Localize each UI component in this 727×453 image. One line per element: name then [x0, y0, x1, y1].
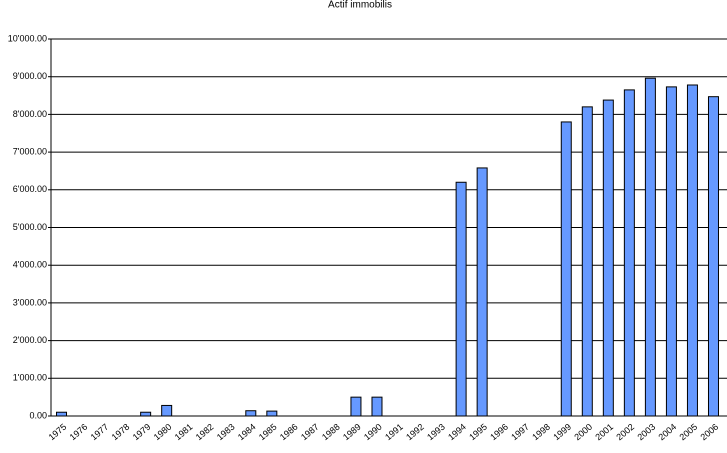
x-tick-label: 1991 — [383, 422, 405, 443]
x-tick-label: 1976 — [68, 422, 90, 443]
x-tick-label: 2006 — [699, 422, 721, 443]
y-tick-label: 5'000.00 — [13, 222, 47, 232]
x-tick-label: 2001 — [593, 422, 615, 443]
y-tick-label: 4'000.00 — [13, 260, 47, 270]
x-tick-label: 1992 — [404, 422, 426, 443]
bar — [455, 181, 467, 417]
x-tick-label: 1999 — [551, 422, 573, 443]
bar — [161, 404, 173, 417]
bar — [56, 411, 68, 417]
x-tick-label: 2002 — [614, 422, 636, 443]
x-tick-label: 1982 — [194, 422, 216, 443]
x-tick-label: 1987 — [299, 422, 321, 443]
x-tick-label: 1983 — [215, 422, 237, 443]
bar — [266, 410, 278, 417]
y-tick-label: 10'000.00 — [8, 33, 47, 43]
x-tick-label: 1990 — [362, 422, 384, 443]
x-tick-label: 1977 — [89, 422, 111, 443]
x-tick-label: 1979 — [131, 422, 153, 443]
chart-title: Actif immobilis — [328, 0, 392, 11]
bar — [623, 89, 635, 417]
x-tick-label: 1998 — [530, 422, 552, 443]
bar — [644, 77, 656, 417]
x-tick-label: 2005 — [677, 422, 699, 443]
x-tick-label: 1985 — [257, 422, 279, 443]
bar — [350, 396, 362, 417]
bar — [581, 106, 593, 417]
x-tick-label: 1997 — [509, 422, 531, 443]
bar — [602, 99, 614, 417]
y-tick-label: 3'000.00 — [13, 297, 47, 307]
x-tick-label: 1989 — [341, 422, 363, 443]
x-tick-label: 1994 — [446, 422, 468, 443]
y-tick-label: 0.00 — [29, 410, 47, 420]
bar — [707, 96, 719, 417]
y-tick-label: 9'000.00 — [13, 71, 47, 81]
y-tick-label: 6'000.00 — [13, 184, 47, 194]
x-tick-label: 2000 — [572, 422, 594, 443]
x-tick-label: 1996 — [488, 422, 510, 443]
x-tick-label: 2003 — [635, 422, 657, 443]
x-tick-label: 1975 — [47, 422, 69, 443]
bar — [245, 410, 257, 417]
bar — [371, 396, 383, 417]
x-tick-label: 1978 — [110, 422, 132, 443]
bar — [140, 411, 152, 417]
y-tick-label: 8'000.00 — [13, 109, 47, 119]
bar — [560, 121, 572, 417]
x-tick-label: 1988 — [320, 422, 342, 443]
x-tick-label: 1980 — [152, 422, 174, 443]
x-tick-label: 1984 — [236, 422, 258, 443]
y-tick-label: 2'000.00 — [13, 335, 47, 345]
bar — [476, 167, 488, 417]
bar — [665, 86, 677, 417]
x-tick-label: 1993 — [425, 422, 447, 443]
bar — [686, 84, 698, 417]
x-tick-label: 1995 — [467, 422, 489, 443]
y-tick-label: 7'000.00 — [13, 146, 47, 156]
x-tick-label: 2004 — [656, 422, 678, 443]
x-tick-label: 1986 — [278, 422, 300, 443]
x-tick-label: 1981 — [173, 422, 195, 443]
y-tick-label: 1'000.00 — [13, 373, 47, 383]
